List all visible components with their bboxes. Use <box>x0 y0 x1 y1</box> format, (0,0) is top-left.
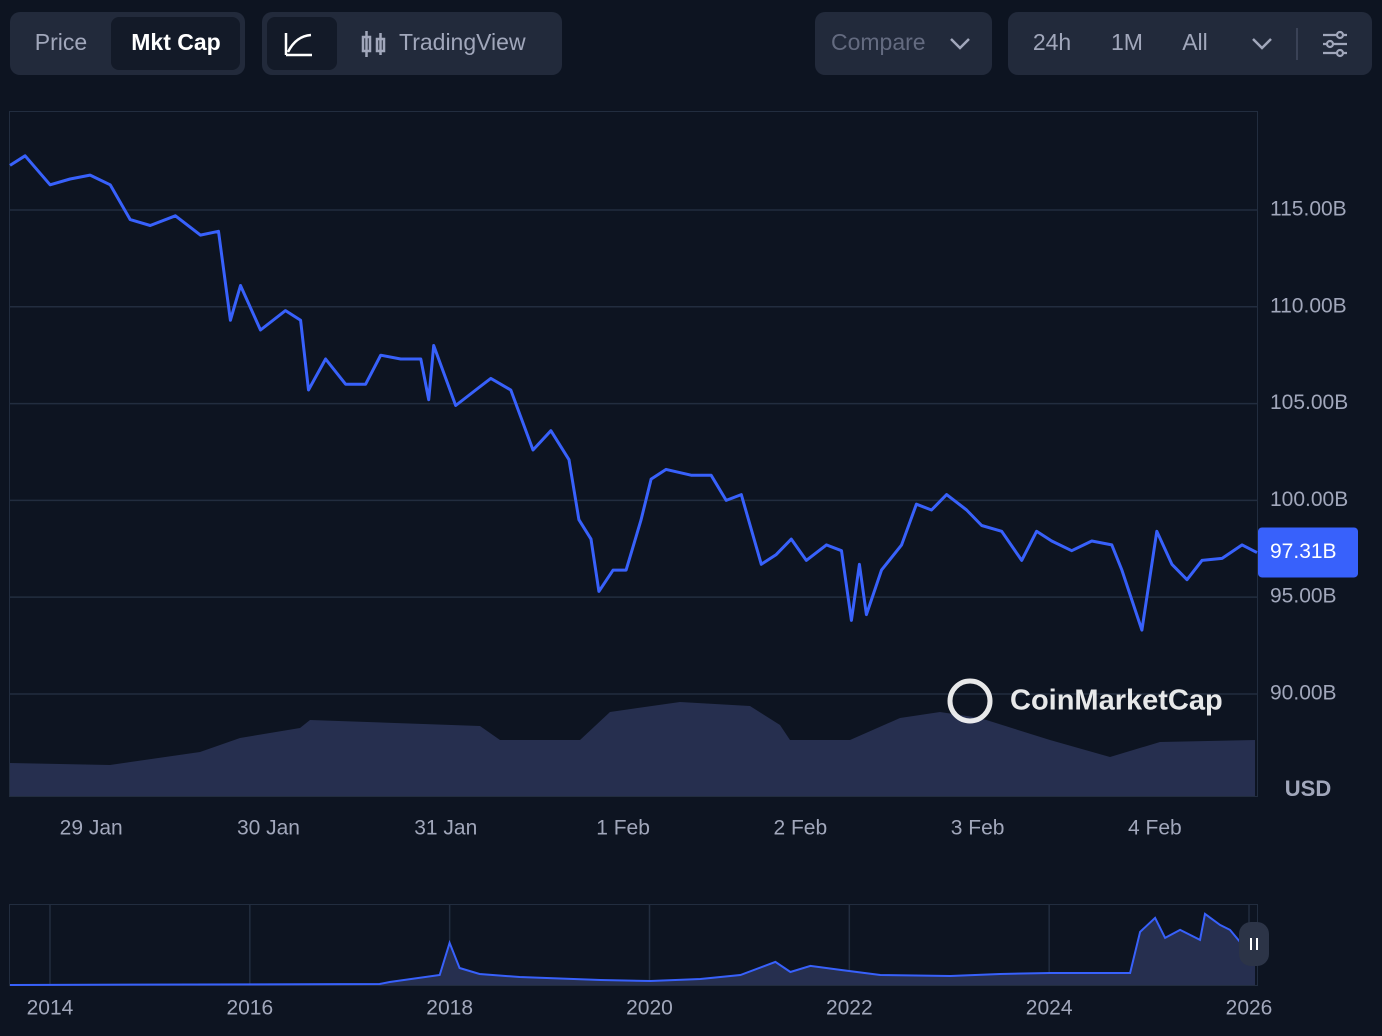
last-value-badge <box>1258 527 1358 578</box>
y-tick-label: 105.00B <box>1270 391 1348 414</box>
range-group <box>1008 12 1372 75</box>
price-line <box>9 154 1258 632</box>
x-tick-label: 2 Feb <box>773 817 827 840</box>
volume-area <box>10 702 1255 796</box>
compare-button[interactable] <box>815 12 992 75</box>
price-tab[interactable]: Price <box>35 29 87 55</box>
chevron <box>950 38 970 50</box>
handle-grip <box>1250 938 1258 950</box>
x-tick-label: 2024 <box>1026 997 1073 1020</box>
x-tick-label: 2018 <box>426 997 473 1020</box>
tradingview-button[interactable]: TradingView <box>399 29 526 55</box>
y-tick-label: 95.00B <box>1270 585 1337 608</box>
y-tick-label: 115.00B <box>1270 198 1347 221</box>
x-tick-label: 2026 <box>1226 997 1273 1020</box>
last-value-label: 97.31B <box>1270 540 1337 563</box>
x-tick-label: 2020 <box>626 997 673 1020</box>
y-tick-label: 110.00B <box>1270 294 1347 317</box>
line-icon <box>284 33 312 57</box>
active-tab <box>111 17 240 70</box>
range-handle[interactable] <box>1239 922 1269 966</box>
plot-frame <box>9 111 1258 797</box>
x-tick-label: 31 Jan <box>414 817 477 840</box>
y-tick-label: 90.00B <box>1270 682 1337 705</box>
x-tick-label: 2016 <box>226 997 273 1020</box>
range-24h[interactable]: 24h <box>1033 29 1071 55</box>
candle-icon <box>361 31 386 57</box>
line-button[interactable] <box>267 17 337 70</box>
y-unit: USD <box>1285 776 1331 801</box>
x-tick-label: 3 Feb <box>951 817 1005 840</box>
x-tick-label: 29 Jan <box>60 817 123 840</box>
compare-label: Compare <box>831 29 926 55</box>
x-tick-label: 1 Feb <box>596 817 650 840</box>
x-tick-label: 2022 <box>826 997 873 1020</box>
range-chevron[interactable] <box>1252 38 1272 50</box>
x-tick-label: 2014 <box>27 997 74 1020</box>
range-all[interactable]: All <box>1182 29 1208 55</box>
x-tick-label: 4 Feb <box>1128 817 1182 840</box>
y-tick-label: 100.00B <box>1270 488 1348 511</box>
range-1m[interactable]: 1M <box>1111 29 1143 55</box>
overview-fill <box>10 913 1256 985</box>
watermark-text: CoinMarketCap <box>1010 685 1223 717</box>
overview-line <box>9 912 1256 986</box>
mkt-cap-tab[interactable]: Mkt Cap <box>131 29 220 55</box>
watermark: CoinMarketCap <box>947 678 1223 724</box>
settings-icon[interactable] <box>1323 30 1347 58</box>
x-tick-label: 30 Jan <box>237 817 300 840</box>
